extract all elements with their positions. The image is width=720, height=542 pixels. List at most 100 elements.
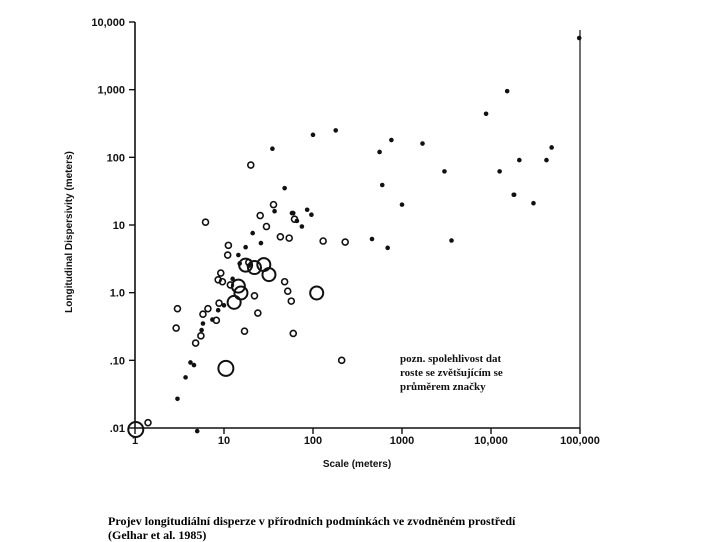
data-point-open [246,161,255,169]
data-point-open [337,356,346,365]
data-point-filled [290,210,296,216]
data-point-open [285,234,293,242]
data-point-filled [188,360,193,365]
x-tick-label: 1000 [390,435,414,447]
data-point-open [319,237,327,245]
data-point-filled [420,141,425,146]
data-point-filled [483,111,489,117]
data-point-filled [333,128,339,133]
data-point-open [172,324,180,332]
data-point-filled [544,157,549,163]
x-axis-title: Scale (meters) [323,459,391,470]
data-point-open [199,310,207,319]
data-point-filled [215,307,221,313]
data-point-open [197,332,205,340]
data-point-open [201,218,210,226]
data-points [127,35,582,439]
data-point-filled [236,252,241,258]
data-point-filled [517,157,522,163]
data-point-large [309,285,325,301]
data-point-filled [258,240,264,246]
data-point-open [290,215,299,223]
data-point-large [230,278,246,294]
data-point-filled [221,303,227,308]
y-tick-label: .10 [110,355,125,367]
y-tick-label: 10 [113,220,125,232]
data-point-open [226,281,235,289]
x-tick-label: 100 [304,435,322,447]
data-point-filled [442,169,447,174]
data-point-filled [504,88,510,94]
data-point-filled [191,362,197,368]
data-point-open [212,316,221,325]
data-point-open [341,238,349,246]
data-point-open [256,211,264,220]
data-point-open [269,200,278,209]
data-point-open [223,251,232,259]
data-point-filled [497,169,502,174]
data-point-open [215,299,223,307]
data-point-open [218,277,227,286]
x-axis: 1 10 100 1000 10,000 100,000 [132,428,600,447]
data-point-large [233,285,249,301]
data-point-filled [389,137,394,143]
data-point-filled [270,146,275,152]
data-point-large [246,260,262,276]
data-point-filled [576,35,582,41]
data-point-open [204,304,212,313]
data-point-filled [282,185,287,191]
data-point-filled [377,149,382,155]
annotation-line-1: pozn. spolehlivost dat [400,353,501,365]
data-point-large [238,257,254,273]
data-point-filled [175,396,180,402]
data-point-filled [549,145,554,150]
data-point-open [191,339,200,347]
x-tick-label: 100,000 [560,435,600,447]
data-point-filled [399,202,405,207]
chart-annotation: pozn. spolehlivost dat roste se zvětšují… [400,353,503,393]
y-axis-title: Longitudinal Dispersivity (meters) [64,151,75,313]
data-point-large [127,421,145,439]
data-point-large [226,294,242,310]
data-point-filled [531,200,536,206]
data-point-open [173,304,182,313]
data-point-open [216,269,225,277]
data-point-filled [200,321,206,326]
data-point-filled [310,132,316,138]
data-point-filled [309,212,314,217]
annotation-line-2: roste se zvětšujícím se [400,367,503,379]
x-tick-label: 10,000 [474,435,508,447]
caption-line-1: Projev longitudiální disperze v přírodní… [108,514,516,528]
data-point-large [217,359,235,377]
data-point-open [144,418,152,427]
data-point-open [254,309,262,317]
data-point-open [224,241,233,250]
data-point-open [276,232,285,241]
data-point-filled [183,375,188,380]
plot-axes [134,22,581,429]
data-point-large [261,267,277,283]
y-axis: .01 .10 1.0 10 100 1,000 10,000 [91,17,135,435]
data-point-open [280,277,289,286]
x-tick-label: 10 [218,435,230,447]
data-point-filled [369,236,375,242]
y-tick-label: .01 [110,423,125,435]
y-tick-label: 10,000 [91,17,125,29]
data-point-open [262,222,271,231]
data-point-open [283,287,292,296]
data-point-filled [449,238,454,243]
data-point-open [250,291,259,300]
data-point-filled [511,192,517,198]
data-point-filled [199,327,204,333]
data-point-filled [385,245,390,251]
data-point-filled [194,428,200,434]
data-point-filled [304,207,310,213]
y-tick-label: 1,000 [97,85,125,97]
data-point-open [240,327,249,335]
figure-caption: Projev longitudiální disperze v přírodní… [108,514,515,542]
data-point-filled [230,276,235,282]
data-point-filled [299,224,305,229]
y-tick-label: 1.0 [110,288,125,300]
data-point-filled [272,208,277,214]
